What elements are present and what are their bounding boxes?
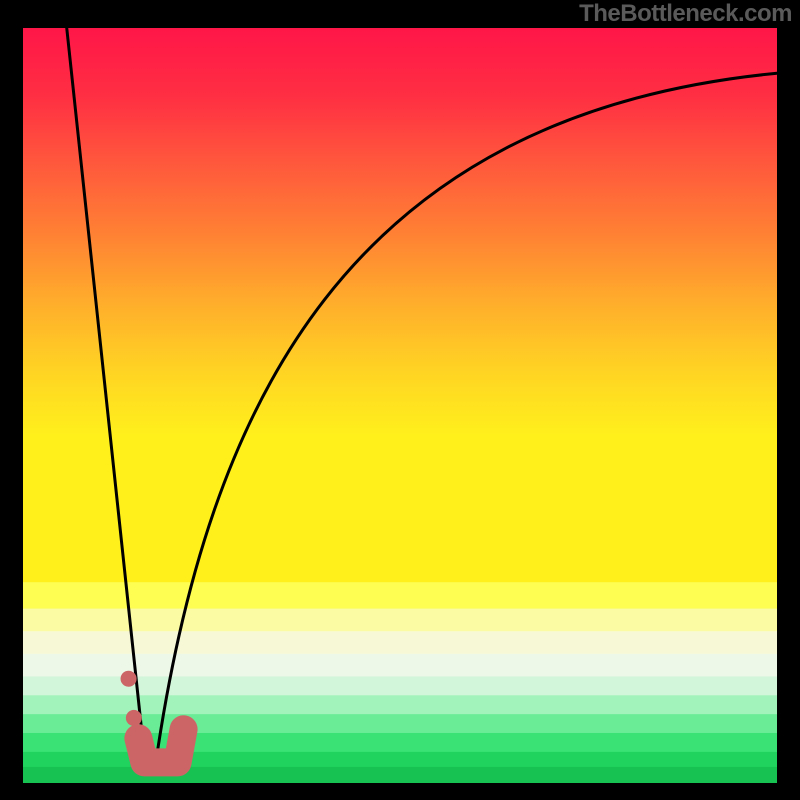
marker-dot xyxy=(121,671,137,687)
marker-dot xyxy=(126,710,142,726)
chart-svg xyxy=(0,0,800,800)
gradient-background xyxy=(23,28,777,583)
watermark-text: TheBottleneck.com xyxy=(579,0,792,28)
color-band xyxy=(23,631,777,655)
color-band xyxy=(23,609,777,633)
color-band xyxy=(23,582,777,609)
chart-container: TheBottleneck.com xyxy=(0,0,800,800)
